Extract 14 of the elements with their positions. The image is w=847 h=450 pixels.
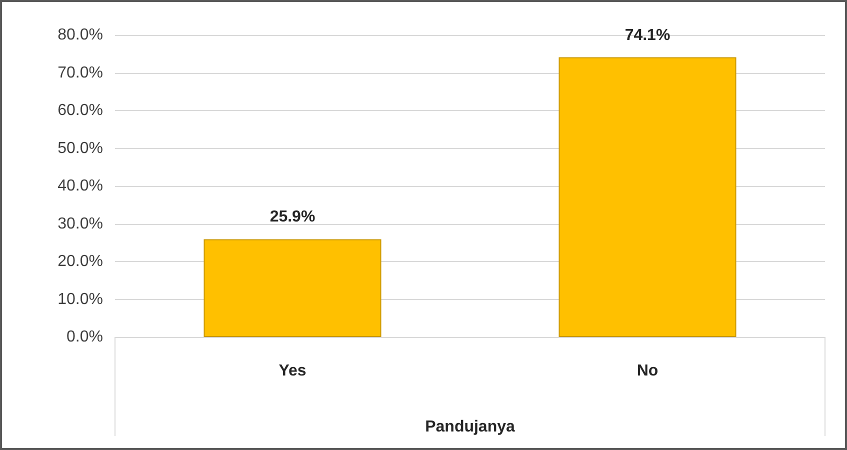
data-label: 74.1% bbox=[624, 26, 670, 44]
y-tick-label: 10.0% bbox=[58, 290, 103, 308]
y-tick-label: 60.0% bbox=[58, 102, 103, 119]
x-axis-title: Pandujanya bbox=[425, 418, 515, 436]
x-tick-label: Yes bbox=[278, 362, 306, 380]
x-tick-label: No bbox=[636, 362, 658, 380]
y-tick-label: 20.0% bbox=[58, 253, 103, 270]
y-tick-label: 0.0% bbox=[66, 328, 103, 346]
y-tick-label: 40.0% bbox=[58, 178, 103, 194]
y-tick-label: 80.0% bbox=[58, 26, 103, 44]
data-label: 25.9% bbox=[270, 208, 316, 226]
y-tick-label: 70.0% bbox=[58, 64, 103, 82]
y-tick-label: 30.0% bbox=[58, 215, 103, 232]
y-tick-label: 50.0% bbox=[58, 140, 103, 157]
